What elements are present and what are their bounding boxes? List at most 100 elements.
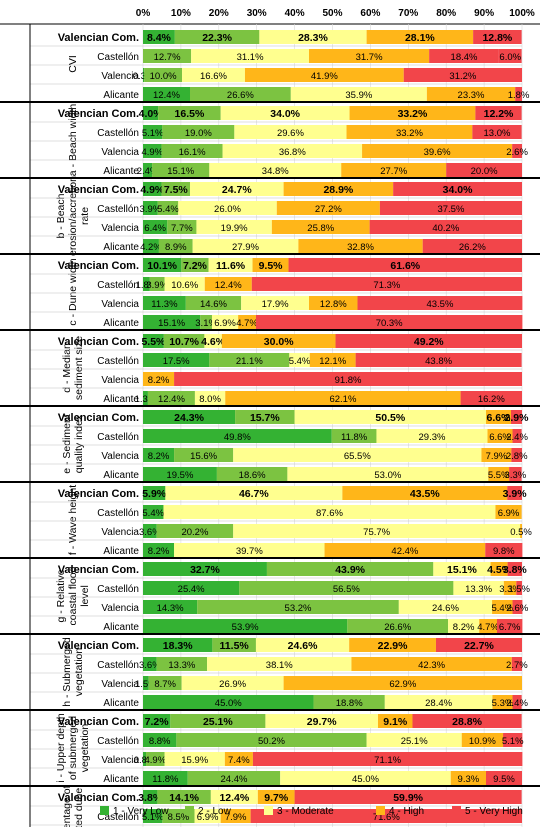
row-label: Valencian Com. [58, 184, 139, 196]
legend-swatch [452, 806, 461, 815]
bar-segment [216, 467, 288, 481]
bar-segment [143, 68, 145, 82]
data-label: 6.9% [197, 812, 219, 823]
row-label: Castellón [97, 280, 139, 291]
data-label: 8.8% [149, 736, 171, 747]
data-label: 32.8% [347, 242, 374, 253]
bar-segment [366, 30, 474, 44]
bar-segment [143, 258, 182, 272]
data-label: 34.0% [443, 184, 473, 196]
data-label: 87.6% [316, 508, 343, 519]
bar-segment [174, 448, 234, 462]
bar-segment [225, 391, 461, 405]
data-label: 28.9% [323, 184, 353, 196]
bar-segment [143, 315, 201, 329]
data-label: 3.6% [139, 527, 161, 538]
bar-segment [146, 752, 165, 766]
x-tick-label: 100% [509, 8, 535, 19]
data-label: 8.2% [148, 375, 170, 386]
data-label: 6.0% [499, 52, 521, 63]
group-label: CVI [67, 55, 79, 73]
bar-segment [496, 619, 523, 633]
bar-segment [520, 524, 522, 538]
data-label: 62.1% [329, 394, 356, 405]
bar-segment [460, 391, 522, 405]
bar-segment [259, 30, 367, 44]
data-label: 7.5% [164, 184, 189, 196]
bar-segment [143, 391, 148, 405]
row-label: Alicante [103, 318, 139, 329]
data-label: 49.8% [224, 432, 251, 443]
bar-segment [143, 790, 158, 804]
data-label: 24.6% [288, 640, 318, 652]
data-label: 9.7% [264, 792, 289, 804]
data-label: 0.8% [134, 755, 156, 766]
data-label: 15.7% [250, 412, 280, 424]
data-label: 12.2% [484, 108, 514, 120]
bar-segment [512, 429, 522, 443]
data-label: 43.8% [425, 356, 452, 367]
row-label: Alicante [103, 546, 139, 557]
data-label: 24.3% [174, 412, 204, 424]
bar-segment [495, 505, 522, 519]
data-label: 5.4% [289, 356, 311, 367]
data-label: 7.9% [225, 812, 247, 823]
data-label: 25.4% [178, 584, 205, 595]
bar-segment [309, 296, 358, 310]
data-label: 11.6% [216, 260, 246, 272]
bar-segment [233, 448, 482, 462]
bar-segment [503, 581, 517, 595]
bar-segment [194, 809, 221, 823]
data-label: 23.3% [458, 90, 485, 101]
bar-segment [362, 144, 513, 158]
row-label: Castellón [97, 660, 139, 671]
bar-segment [192, 239, 299, 253]
bar-segment [157, 790, 211, 804]
data-label: 8.5% [168, 812, 190, 823]
data-label: 15.9% [181, 755, 208, 766]
bar-segment [143, 543, 175, 557]
data-label: 28.3% [298, 32, 328, 44]
data-label: 16.2% [478, 394, 505, 405]
data-label: 3.3% [499, 584, 521, 595]
bar-segment [200, 315, 212, 329]
bar-segment [163, 505, 496, 519]
data-label: 50.2% [258, 736, 285, 747]
x-tick-label: 10% [171, 8, 191, 19]
row-label: Valencia [101, 147, 139, 158]
data-label: 27.7% [380, 166, 407, 177]
bar-segment [143, 125, 163, 139]
data-label: 45.0% [215, 698, 242, 709]
bar-segment [398, 600, 493, 614]
bar-segment [309, 49, 430, 63]
data-label: 5.5% [141, 336, 166, 348]
bar-segment [143, 372, 175, 386]
data-label: 5.1% [502, 736, 524, 747]
data-label: 26.2% [459, 242, 486, 253]
bar-segment [143, 714, 171, 728]
data-label: 25.1% [401, 736, 428, 747]
data-label: 26.6% [384, 622, 411, 633]
data-label: 6.7% [499, 622, 521, 633]
data-label: 13.3% [465, 584, 492, 595]
bar-segment [403, 68, 522, 82]
bar-segment [143, 220, 168, 234]
data-label: 20.2% [181, 527, 208, 538]
bar-segment [143, 448, 175, 462]
row-label: Valencia [101, 603, 139, 614]
bar-segment [366, 733, 462, 747]
data-label: 11.3% [151, 299, 178, 310]
bar-segment [487, 429, 513, 443]
bar-segment [234, 125, 347, 139]
bar-segment [143, 695, 314, 709]
data-label: 25.8% [307, 223, 334, 234]
group-label: c - Dune width [67, 258, 79, 325]
legend-swatch [185, 806, 194, 815]
bar-segment [475, 106, 522, 120]
bar-segment [148, 676, 182, 690]
data-label: 65.5% [344, 451, 371, 462]
row-label: Valencian Com. [58, 336, 139, 348]
bar-segment [435, 638, 522, 652]
bar-segment [255, 315, 523, 329]
data-label: 5.9% [142, 488, 167, 500]
